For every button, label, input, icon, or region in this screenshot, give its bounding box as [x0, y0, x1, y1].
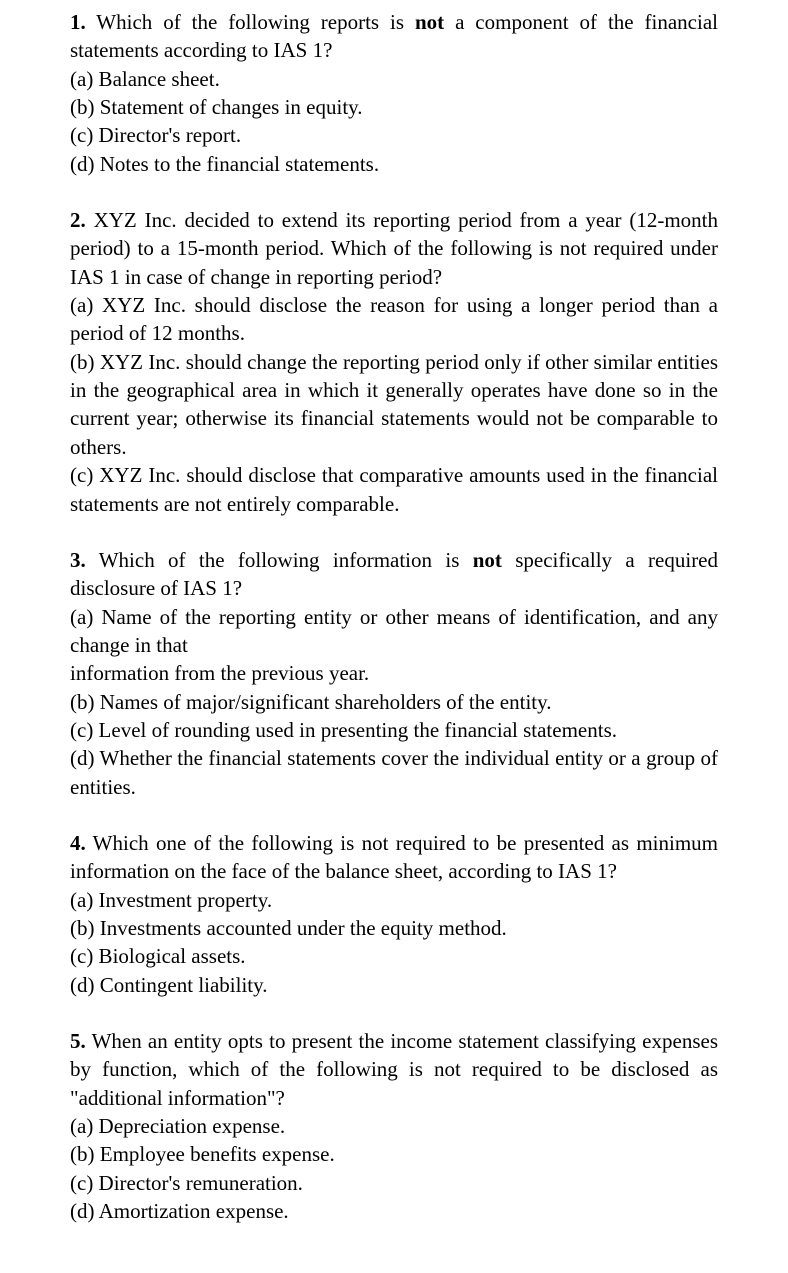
option-a: (a) Name of the reporting entity or othe…: [70, 603, 718, 660]
option-c: (c) Biological assets.: [70, 942, 718, 970]
question-2: 2. XYZ Inc. decided to extend its report…: [70, 206, 718, 518]
question-text-part1: Which of the following reports is: [86, 10, 415, 34]
option-c: (c) XYZ Inc. should disclose that compar…: [70, 461, 718, 518]
option-b: (b) Employee benefits expense.: [70, 1140, 718, 1168]
question-text-part1: Which one of the following is not requir…: [70, 831, 718, 883]
question-1: 1. Which of the following reports is not…: [70, 8, 718, 178]
option-d: (d) Whether the financial statements cov…: [70, 744, 718, 801]
question-5: 5. When an entity opts to present the in…: [70, 1027, 718, 1225]
question-text: 4. Which one of the following is not req…: [70, 829, 718, 886]
option-c: (c) Director's remuneration.: [70, 1169, 718, 1197]
question-text-bold: not: [473, 548, 502, 572]
option-a: (a) Depreciation expense.: [70, 1112, 718, 1140]
option-c: (c) Director's report.: [70, 121, 718, 149]
option-b: (b) Names of major/significant sharehold…: [70, 688, 718, 716]
question-text-bold: not: [415, 10, 444, 34]
question-text: 5. When an entity opts to present the in…: [70, 1027, 718, 1112]
question-text-part1: XYZ Inc. decided to extend its reporting…: [70, 208, 718, 289]
option-d: (d) Contingent liability.: [70, 971, 718, 999]
question-text: 2. XYZ Inc. decided to extend its report…: [70, 206, 718, 291]
question-3: 3. Which of the following information is…: [70, 546, 718, 801]
question-list: 1. Which of the following reports is not…: [70, 8, 718, 1225]
question-number: 1.: [70, 10, 86, 34]
option-a: (a) Balance sheet.: [70, 65, 718, 93]
question-text: 3. Which of the following information is…: [70, 546, 718, 603]
question-text: 1. Which of the following reports is not…: [70, 8, 718, 65]
option-b: (b) Statement of changes in equity.: [70, 93, 718, 121]
question-text-part1: When an entity opts to present the incom…: [70, 1029, 718, 1110]
option-d: (d) Amortization expense.: [70, 1197, 718, 1225]
option-a-cont: information from the previous year.: [70, 659, 718, 687]
question-text-part1: Which of the following information is: [86, 548, 473, 572]
option-b: (b) Investments accounted under the equi…: [70, 914, 718, 942]
question-number: 3.: [70, 548, 86, 572]
question-number: 2.: [70, 208, 86, 232]
option-b: (b) XYZ Inc. should change the reporting…: [70, 348, 718, 461]
option-c: (c) Level of rounding used in presenting…: [70, 716, 718, 744]
option-d: (d) Notes to the financial statements.: [70, 150, 718, 178]
question-number: 5.: [70, 1029, 86, 1053]
option-a: (a) XYZ Inc. should disclose the reason …: [70, 291, 718, 348]
question-4: 4. Which one of the following is not req…: [70, 829, 718, 999]
question-number: 4.: [70, 831, 86, 855]
option-a: (a) Investment property.: [70, 886, 718, 914]
